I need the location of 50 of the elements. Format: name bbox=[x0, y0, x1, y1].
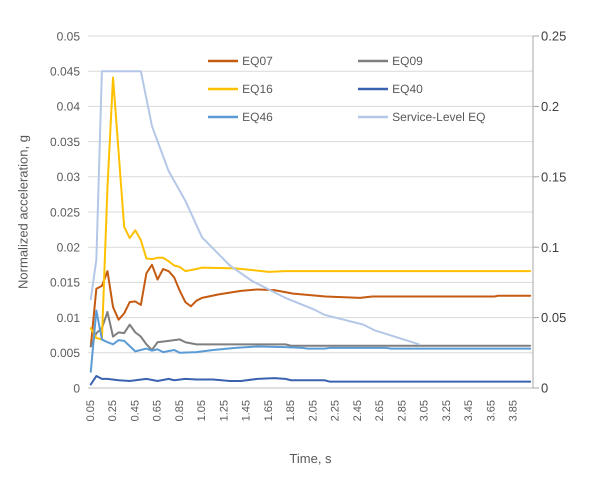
y-tick-label: 0.05 bbox=[56, 29, 80, 44]
x-tick-label: 2.25 bbox=[330, 400, 342, 422]
y-tick-label: 0 bbox=[73, 381, 80, 396]
y-tick-label: 0.03 bbox=[56, 170, 80, 184]
y-tick-label: 0.01 bbox=[56, 310, 80, 325]
x-tick-label: 0.45 bbox=[129, 400, 142, 422]
x-tick-label: 2.45 bbox=[352, 400, 364, 422]
y-tick-label: 0.02 bbox=[56, 240, 80, 254]
x-tick-label: 3.25 bbox=[440, 400, 453, 422]
x-tick-label: 0.85 bbox=[174, 400, 186, 422]
y-tick-label: 0.035 bbox=[50, 134, 80, 149]
x-tick-label: 1.05 bbox=[196, 400, 208, 422]
line-series bbox=[90, 310, 532, 351]
legend-label: EQ46 bbox=[242, 110, 273, 124]
y-tick-label: 0.025 bbox=[50, 205, 80, 220]
x-tick-label: 0.65 bbox=[152, 400, 164, 422]
x-tick-label: 3.45 bbox=[463, 400, 476, 422]
y2-tick-label: 0.2 bbox=[541, 99, 560, 114]
x-tick-label: 2.05 bbox=[307, 400, 320, 422]
line-series bbox=[90, 264, 532, 348]
line-series bbox=[90, 310, 532, 373]
x-axis-title: Time, s bbox=[289, 451, 332, 466]
legend-label: Service-Level EQ bbox=[392, 110, 486, 124]
y-axis-title: Normalized acceleration, g bbox=[16, 135, 31, 289]
x-tick-label: 1.85 bbox=[285, 400, 298, 422]
y-tick-label: 0.045 bbox=[50, 64, 80, 78]
y2-tick-label: 0.25 bbox=[541, 28, 566, 44]
x-tick-label: 2.85 bbox=[396, 400, 408, 422]
y2-tick-label: 0.05 bbox=[541, 310, 566, 326]
line-series bbox=[90, 76, 532, 340]
x-tick-label: 1.65 bbox=[262, 400, 275, 422]
x-tick-label: 2.65 bbox=[374, 400, 386, 422]
x-tick-label: 3.65 bbox=[485, 400, 498, 422]
legend-label: EQ40 bbox=[392, 82, 423, 96]
x-tick-label: 1.45 bbox=[240, 400, 253, 422]
y-tick-label: 0.005 bbox=[50, 346, 80, 360]
x-tick-label: 0.05 bbox=[84, 400, 97, 422]
x-tick-label: 3.85 bbox=[508, 400, 520, 422]
y-tick-label: 0.015 bbox=[50, 276, 80, 290]
x-tick-label: 0.25 bbox=[107, 400, 120, 422]
legend-label: EQ16 bbox=[242, 82, 273, 96]
x-tick-label: 1.25 bbox=[218, 400, 230, 422]
y2-tick-label: 0 bbox=[541, 380, 548, 396]
legend-label: EQ09 bbox=[392, 54, 423, 68]
line-series bbox=[90, 375, 532, 386]
x-tick-label: 3.05 bbox=[418, 400, 431, 422]
legend-label: EQ07 bbox=[242, 54, 273, 68]
y-tick-label: 0.04 bbox=[56, 100, 80, 114]
y2-tick-label: 0.15 bbox=[541, 169, 566, 184]
y2-tick-label: 0.1 bbox=[541, 240, 560, 255]
